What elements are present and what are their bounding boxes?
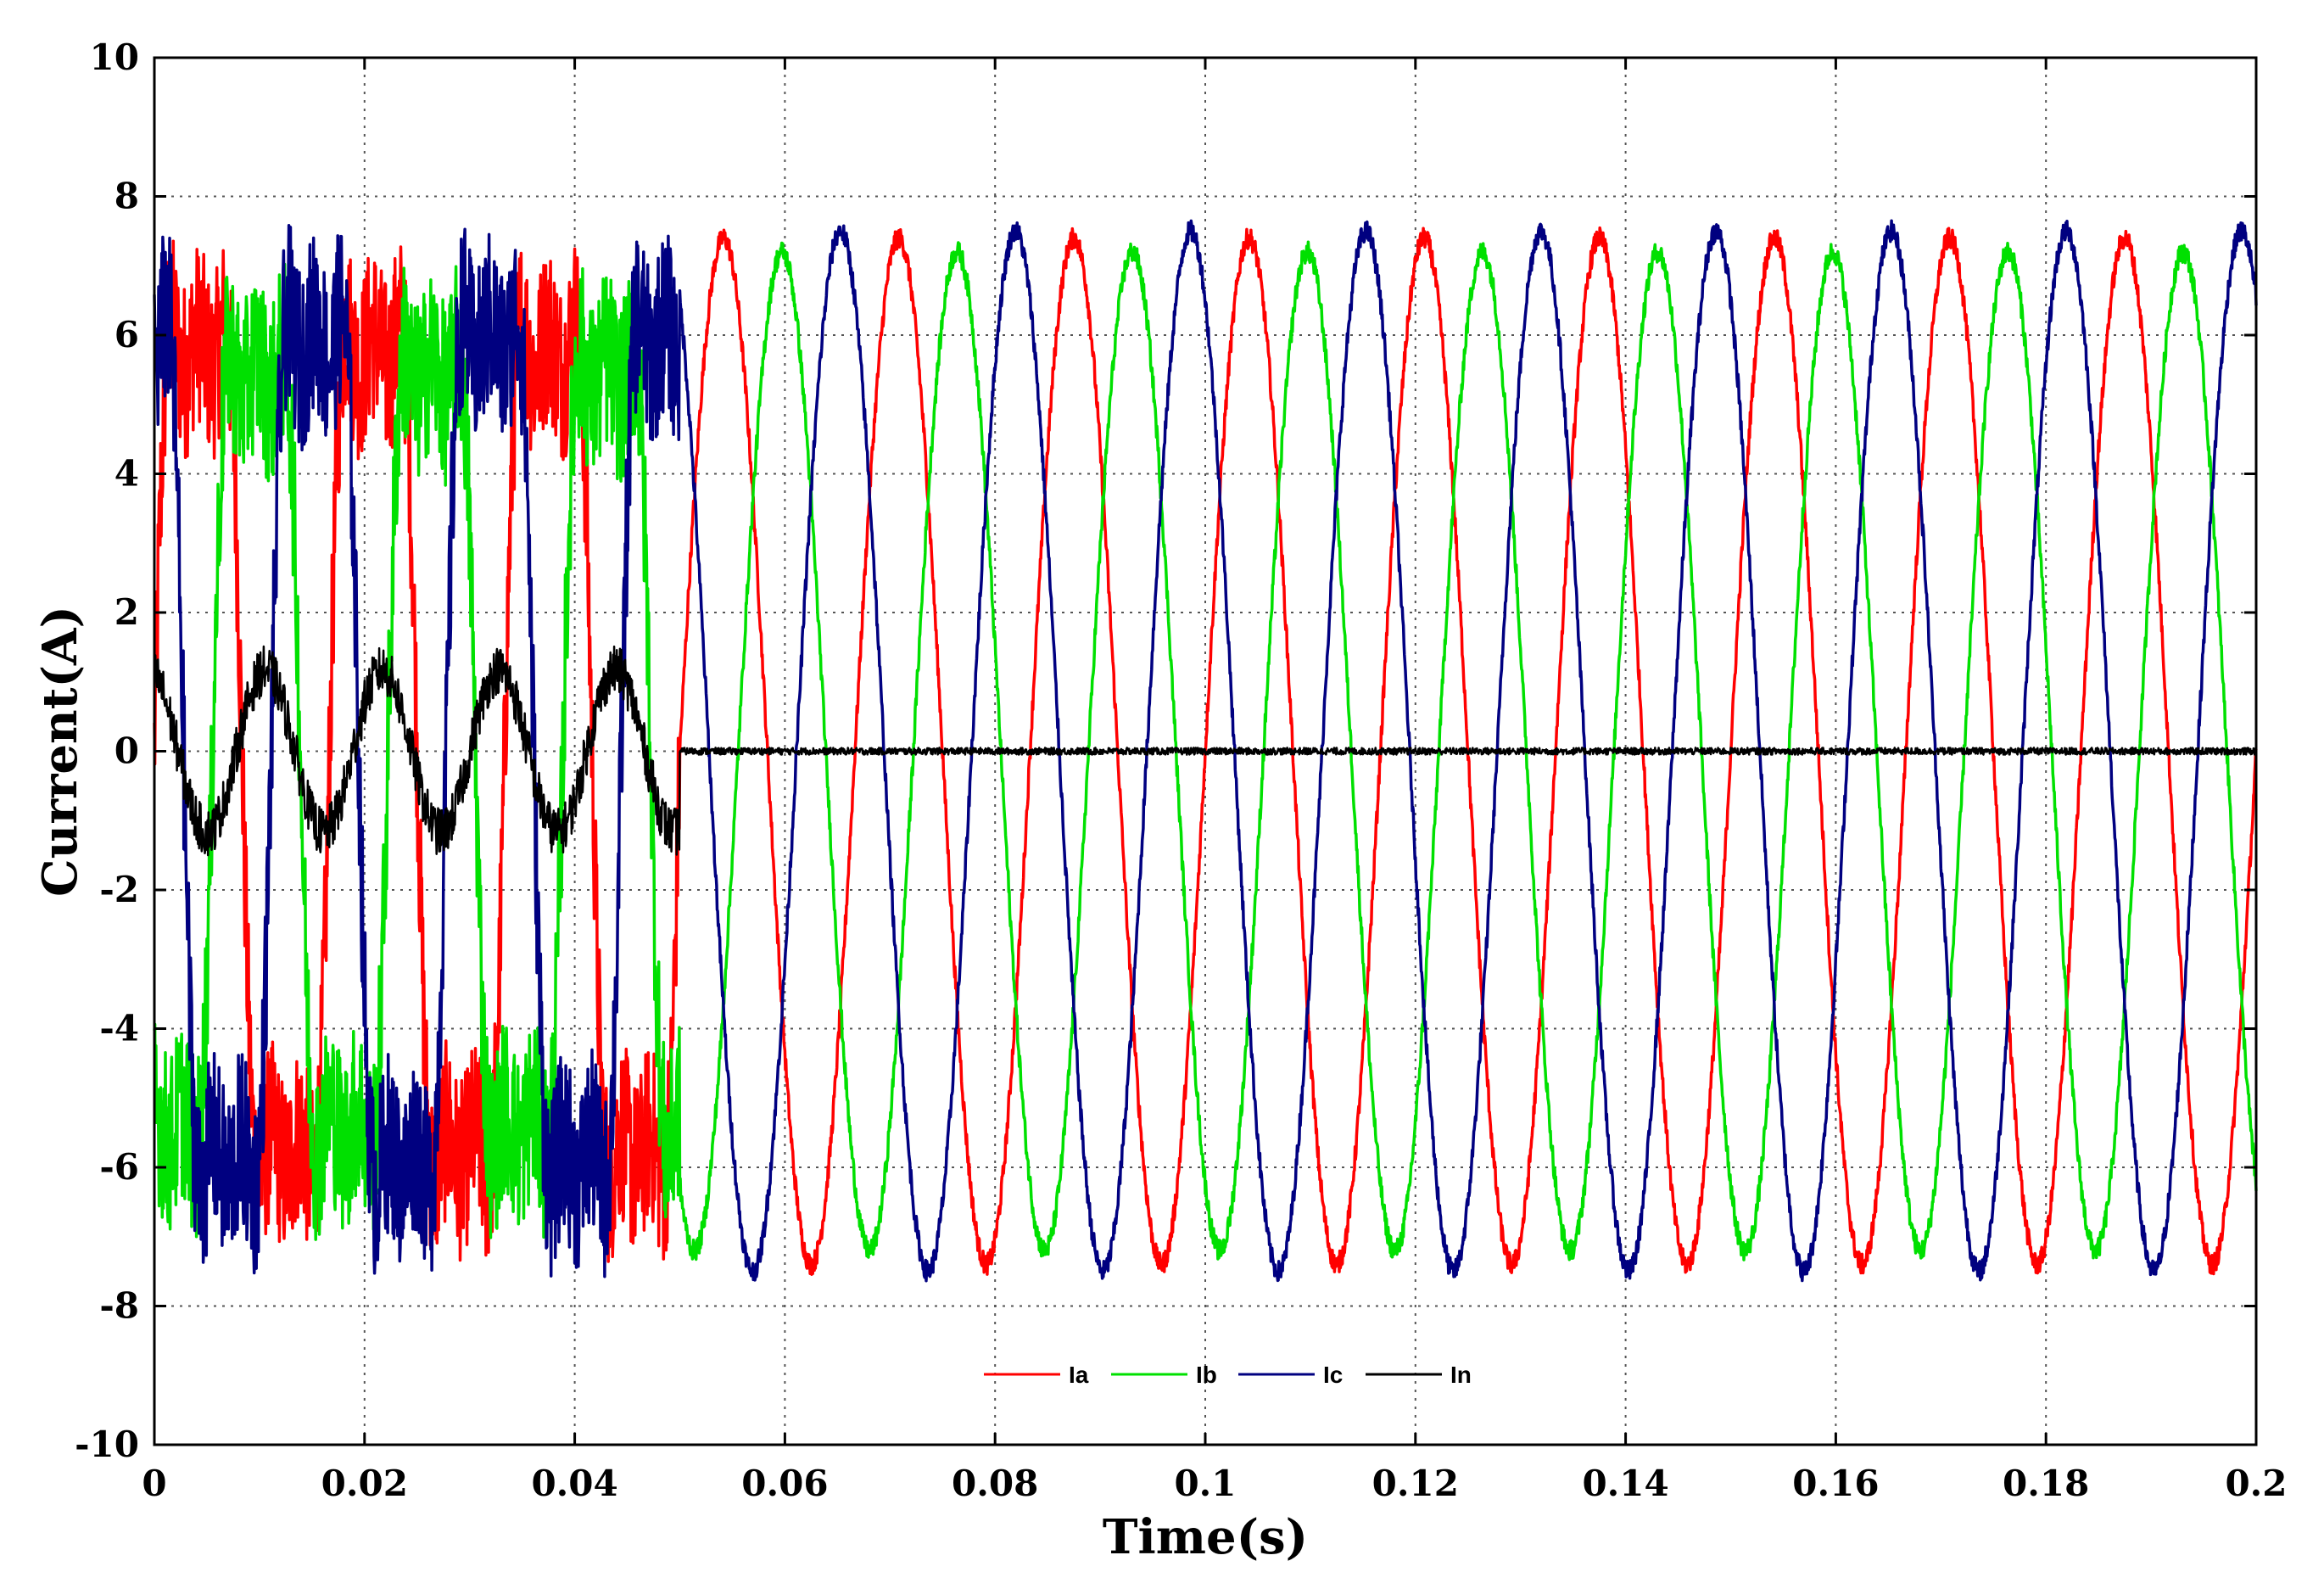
x-tick-label: 0 (142, 1463, 166, 1504)
legend: Ia Ib Ic In (984, 1362, 1472, 1388)
legend-label-ic: Ic (1323, 1362, 1343, 1388)
series-line-in (153, 645, 2258, 857)
legend-label-ia: Ia (1069, 1362, 1089, 1388)
series-line-ib (153, 240, 2258, 1262)
y-tick-label: -2 (99, 869, 139, 910)
x-tick-label: 0.12 (1372, 1463, 1459, 1504)
y-tick-label: 0 (115, 730, 139, 772)
legend-label-ib: Ib (1196, 1362, 1217, 1388)
x-tick-label: 0.14 (1582, 1463, 1668, 1504)
x-tick-label: 0.08 (952, 1463, 1038, 1504)
x-axis-label: Time(s) (1103, 1509, 1308, 1565)
y-tick-label: 6 (115, 314, 139, 355)
y-tick-label: 2 (115, 591, 139, 633)
x-tick-label: 0.2 (2225, 1463, 2287, 1504)
x-tick-label: 0.1 (1174, 1463, 1236, 1504)
x-tick-label: 0.16 (1792, 1463, 1879, 1504)
legend-label-in: In (1450, 1362, 1472, 1388)
y-tick-label: -8 (99, 1285, 139, 1327)
y-tick-label: 10 (90, 36, 139, 78)
x-tick-label: 0.02 (321, 1463, 408, 1504)
series-lines (153, 219, 2258, 1283)
y-tick-label: 8 (115, 176, 139, 217)
y-axis-label: Current(A) (32, 606, 88, 897)
x-tick-label: 0.18 (2003, 1463, 2089, 1504)
y-tick-label: -10 (75, 1424, 139, 1465)
x-tick-label: 0.04 (531, 1463, 617, 1504)
axis-ticks: 0 0.02 0.04 0.06 0.08 0.1 0.12 0.14 0.16 0.18 0.2 -… (75, 36, 2287, 1504)
y-tick-label: 4 (115, 453, 139, 495)
y-tick-label: -6 (99, 1146, 139, 1188)
series-line-ic (153, 219, 2258, 1283)
x-tick-label: 0.06 (741, 1463, 828, 1504)
y-tick-label: -4 (99, 1008, 139, 1049)
